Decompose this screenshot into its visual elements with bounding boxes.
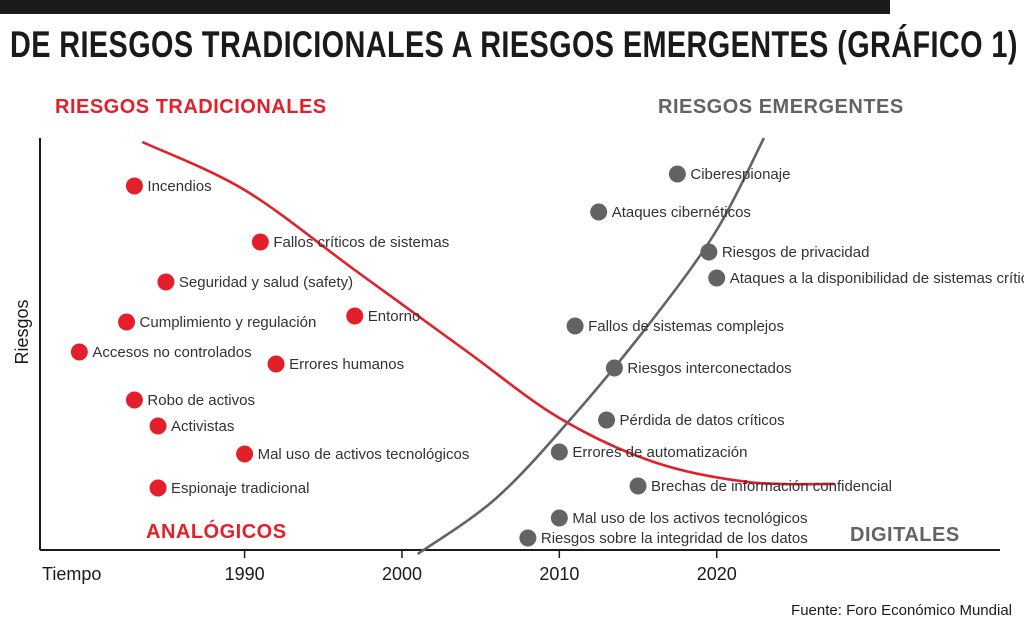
traditional-header: RIESGOS TRADICIONALES [55, 96, 327, 118]
data-point [519, 529, 537, 547]
y-axis-label: Riesgos [12, 299, 32, 364]
point-label: Brechas de información confidencial [651, 478, 892, 495]
analog-label: ANALÓGICOS [146, 519, 287, 543]
point-label: Ataques cibernéticos [612, 204, 751, 221]
data-point [629, 477, 647, 495]
point-label: Espionaje tradicional [171, 480, 309, 497]
data-point [550, 509, 568, 527]
data-point [550, 443, 568, 461]
trend-line-tradicional [141, 140, 835, 486]
x-tick-label: 2010 [539, 564, 579, 584]
point-label: Riesgos interconectados [627, 360, 791, 377]
chart-title: DE RIESGOS TRADICIONALES A RIESGOS EMERG… [10, 24, 1018, 65]
data-point [267, 355, 285, 373]
point-label: Activistas [171, 418, 234, 435]
point-label: Cumplimiento y regulación [140, 314, 317, 331]
point-label: Ataques a la disponibilidad de sistemas … [730, 270, 1024, 287]
data-point [598, 411, 616, 429]
data-point [708, 269, 726, 287]
point-label: Mal uso de activos tecnológicos [258, 446, 470, 463]
point-label: Pérdida de datos críticos [620, 412, 785, 429]
data-point [118, 313, 136, 331]
data-point [566, 317, 584, 335]
emerging-header: RIESGOS EMERGENTES [658, 96, 904, 118]
data-point [125, 177, 143, 195]
data-point [346, 307, 364, 325]
point-label: Fallos críticos de sistemas [273, 234, 449, 251]
point-label: Riesgos de privacidad [722, 244, 870, 261]
x-tick-label: 2020 [697, 564, 737, 584]
point-label: Seguridad y salud (safety) [179, 274, 353, 291]
source-note: Fuente: Foro Económico Mundial [791, 602, 1012, 619]
data-point [149, 417, 167, 435]
data-point [125, 391, 143, 409]
point-label: Fallos de sistemas complejos [588, 318, 784, 335]
data-point [236, 445, 254, 463]
data-point [590, 203, 608, 221]
data-point [700, 243, 718, 261]
point-label: Mal uso de los activos tecnológicos [572, 510, 807, 527]
x-tick-label: 2000 [382, 564, 422, 584]
data-point [668, 165, 686, 183]
point-label: Errores de automatización [572, 444, 747, 461]
point-label: Ciberespionaje [690, 166, 790, 183]
point-label: Incendios [147, 178, 211, 195]
top-bar [0, 0, 890, 14]
point-label: Accesos no controlados [92, 344, 251, 361]
data-point [149, 479, 167, 497]
data-point [251, 233, 269, 251]
data-point [605, 359, 623, 377]
point-label: Errores humanos [289, 356, 404, 373]
x-axis-label: Tiempo [42, 564, 101, 584]
x-tick-label: 1990 [225, 564, 265, 584]
point-label: Robo de activos [147, 392, 255, 409]
point-label: Entorno [368, 308, 421, 325]
point-label: Riesgos sobre la integridad de los datos [541, 530, 808, 547]
data-point [70, 343, 88, 361]
digital-label: DIGITALES [850, 524, 960, 546]
data-point [157, 273, 175, 291]
